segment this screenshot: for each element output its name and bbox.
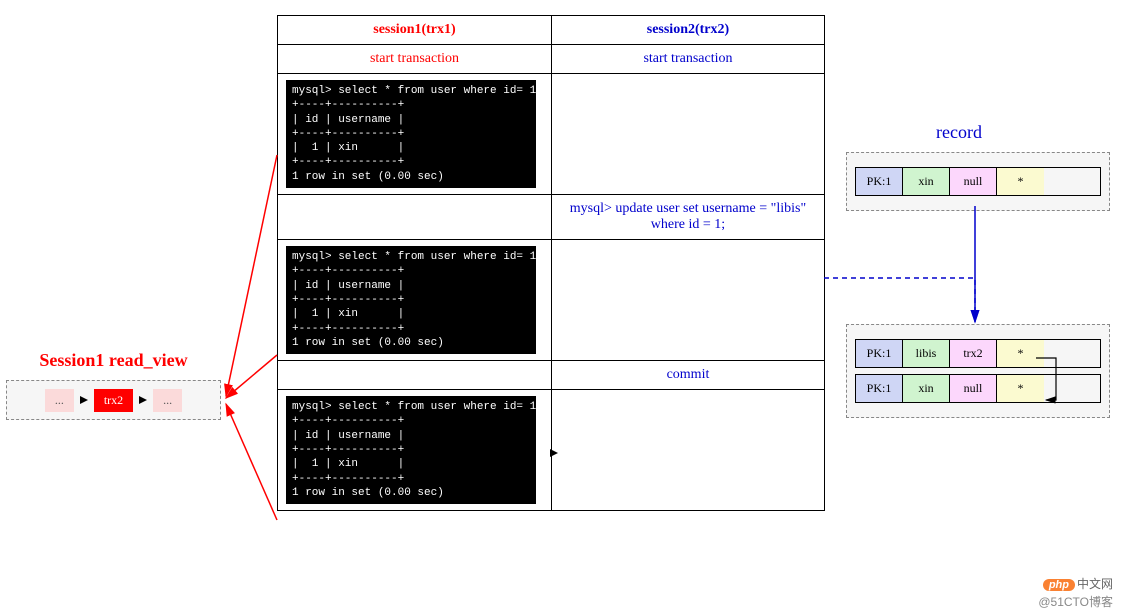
term-line: | id | username | [292,279,530,293]
term-line: +----+----------+ [292,443,530,457]
header-s2: session2(trx2) [551,16,824,45]
php-logo-icon: php [1043,579,1075,591]
term-line: +----+----------+ [292,155,530,169]
red-arrow [226,355,277,398]
term-line: +----+----------+ [292,322,530,336]
record-row: PK:1 libis trx2 * [855,339,1101,368]
rec-user: xin [903,375,950,402]
readview-item: trx2 [94,389,133,412]
term-line: 1 row in set (0.00 sec) [292,486,530,500]
empty-cell [278,361,552,390]
empty-cell [278,195,552,240]
session-table: session1(trx1) session2(trx2) start tran… [277,15,825,511]
term-line: | 1 | xin | [292,307,530,321]
term-line: | id | username | [292,113,530,127]
rec-user: xin [903,168,950,195]
term-line: | 1 | xin | [292,141,530,155]
update-sql: mysql> update user set username = "libis… [570,201,806,232]
rec-pk: PK:1 [856,168,903,195]
arrow-right-icon [80,396,88,404]
blue-dash-arrow [824,278,975,322]
start-s2: start transaction [551,45,824,74]
term-line: mysql> select * from user where id= 1; [292,250,530,264]
commit-text: commit [667,367,710,382]
rec-trx: null [950,375,997,402]
arrow-right-icon [139,396,147,404]
readview-box: ... trx2 ... [6,380,221,420]
watermark-51cto: @51CTO博客 [1038,593,1113,610]
rec-trx: trx2 [950,340,997,367]
term-line: mysql> select * from user where id= 1; [292,400,530,414]
term-line: 1 row in set (0.00 sec) [292,336,530,350]
rec-ptr: * [997,375,1044,402]
empty-cell [551,390,824,511]
term-cell-2: mysql> select * from user where id= 1; +… [278,240,552,361]
rec-pk: PK:1 [856,375,903,402]
term-line: +----+----------+ [292,264,530,278]
term-line: +----+----------+ [292,293,530,307]
term-line: +----+----------+ [292,414,530,428]
rec-pk: PK:1 [856,340,903,367]
red-arrow [226,155,277,396]
empty-cell [551,74,824,195]
readview-title: Session1 read_view [6,350,221,371]
watermark-text: 中文网 [1077,577,1113,591]
rec-ptr: * [997,168,1044,195]
terminal-block: mysql> select * from user where id= 1; +… [286,80,536,188]
red-arrow [226,404,277,520]
term-line: +----+----------+ [292,98,530,112]
term-line: +----+----------+ [292,127,530,141]
term-cell-3: mysql> select * from user where id= 1; +… [278,390,552,511]
rec-user: libis [903,340,950,367]
record-row: PK:1 xin null * [855,374,1101,403]
rec-trx: null [950,168,997,195]
term-line: +----+----------+ [292,472,530,486]
term-line: | id | username | [292,429,530,443]
record-row: PK:1 xin null * [855,167,1101,196]
readview-item: ... [45,389,74,412]
update-sql-cell: mysql> update user set username = "libis… [551,195,824,240]
record-box-top: PK:1 xin null * [846,152,1110,211]
terminal-block: mysql> select * from user where id= 1; +… [286,246,536,354]
readview-item: ... [153,389,182,412]
start-s1: start transaction [278,45,552,74]
record-box-bottom: PK:1 libis trx2 * PK:1 xin null * [846,324,1110,418]
empty-cell [551,240,824,361]
header-s1: session1(trx1) [278,16,552,45]
term-line: | 1 | xin | [292,457,530,471]
terminal-block: mysql> select * from user where id= 1; +… [286,396,536,504]
term-line: 1 row in set (0.00 sec) [292,170,530,184]
commit-cell: commit [551,361,824,390]
record-title: record [936,122,982,143]
term-cell-1: mysql> select * from user where id= 1; +… [278,74,552,195]
term-line: mysql> select * from user where id= 1; [292,84,530,98]
watermark-phpcn: php中文网 [1043,575,1113,592]
rec-ptr: * [997,340,1044,367]
